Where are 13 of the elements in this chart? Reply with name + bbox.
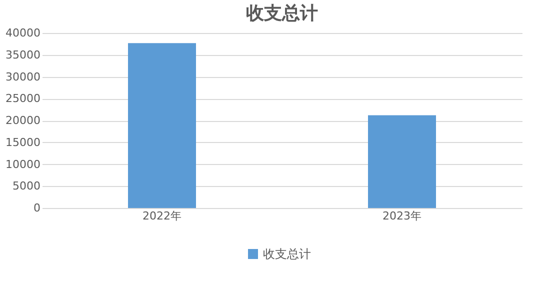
y-tick-label: 5000 xyxy=(12,180,40,193)
x-tick-label: 2022年 xyxy=(142,210,182,222)
y-tick-label: 25000 xyxy=(6,92,40,106)
y-tick-label: 35000 xyxy=(6,48,40,62)
y-tick-label: 20000 xyxy=(6,114,40,127)
x-tick-label: 2023年 xyxy=(382,210,422,222)
y-tick-label: 0 xyxy=(34,202,40,214)
y-tick-label: 10000 xyxy=(6,158,40,171)
y-tick-label: 15000 xyxy=(6,136,40,149)
y-tick-label: 40000 xyxy=(6,26,40,40)
legend-label: 收支总计 xyxy=(263,247,311,261)
y-tick-label: 30000 xyxy=(6,70,40,84)
chart-title: 收支总计 xyxy=(246,3,318,24)
